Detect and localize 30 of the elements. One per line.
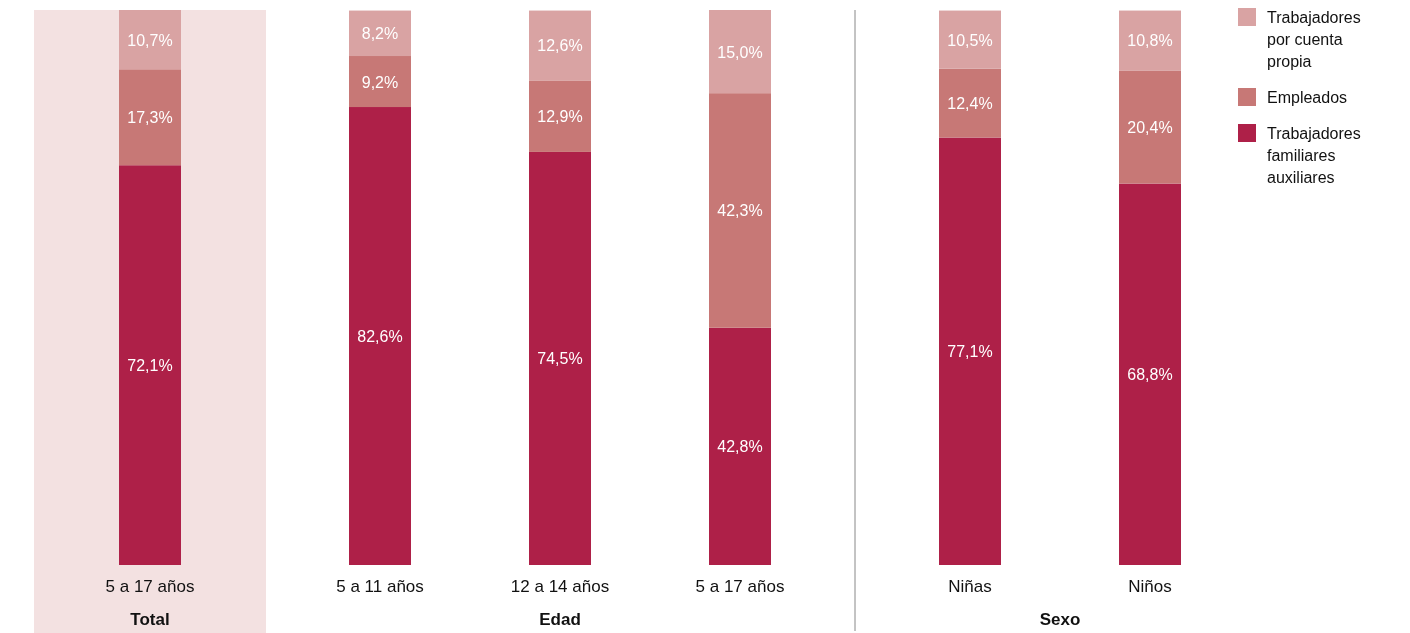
text: Sexo xyxy=(1039,610,1081,629)
data-label: 77,1% xyxy=(947,343,993,361)
data-label: 74,5% xyxy=(537,350,583,368)
x-tick-label: Niños xyxy=(1128,577,1172,596)
data-label: 17,3% xyxy=(127,109,173,127)
text: Edad xyxy=(539,610,581,629)
x-tick-label: Niñas xyxy=(948,577,992,596)
legend-label: Trabajadores por cuenta propia xyxy=(1267,9,1361,70)
data-label: 12,6% xyxy=(537,37,583,55)
data-label: 10,7% xyxy=(127,31,173,49)
data-label: 12,9% xyxy=(537,108,583,126)
data-label: 10,5% xyxy=(947,31,993,49)
x-tick-label: 5 a 17 años xyxy=(105,577,195,596)
legend-label: Empleados xyxy=(1267,89,1348,106)
data-label: 12,4% xyxy=(947,95,993,113)
data-label: 72,1% xyxy=(127,357,173,375)
data-label: 9,2% xyxy=(361,73,399,91)
data-label: 8,2% xyxy=(361,25,399,43)
data-label: 15,0% xyxy=(717,43,763,61)
text: Total xyxy=(130,610,170,629)
x-tick-label: 5 a 11 años xyxy=(336,577,424,596)
data-label: 68,8% xyxy=(1127,366,1173,384)
data-label: 42,3% xyxy=(717,202,763,220)
x-tick-label: 12 a 14 años xyxy=(510,577,610,596)
data-label: 82,6% xyxy=(357,328,403,346)
data-label: 10,8% xyxy=(1127,32,1173,50)
data-label: 42,8% xyxy=(717,438,763,456)
x-tick-label: 5 a 17 años xyxy=(695,577,785,596)
legend-label: Trabajadores familiares auxiliares xyxy=(1267,125,1361,186)
data-label: 20,4% xyxy=(1127,118,1173,136)
